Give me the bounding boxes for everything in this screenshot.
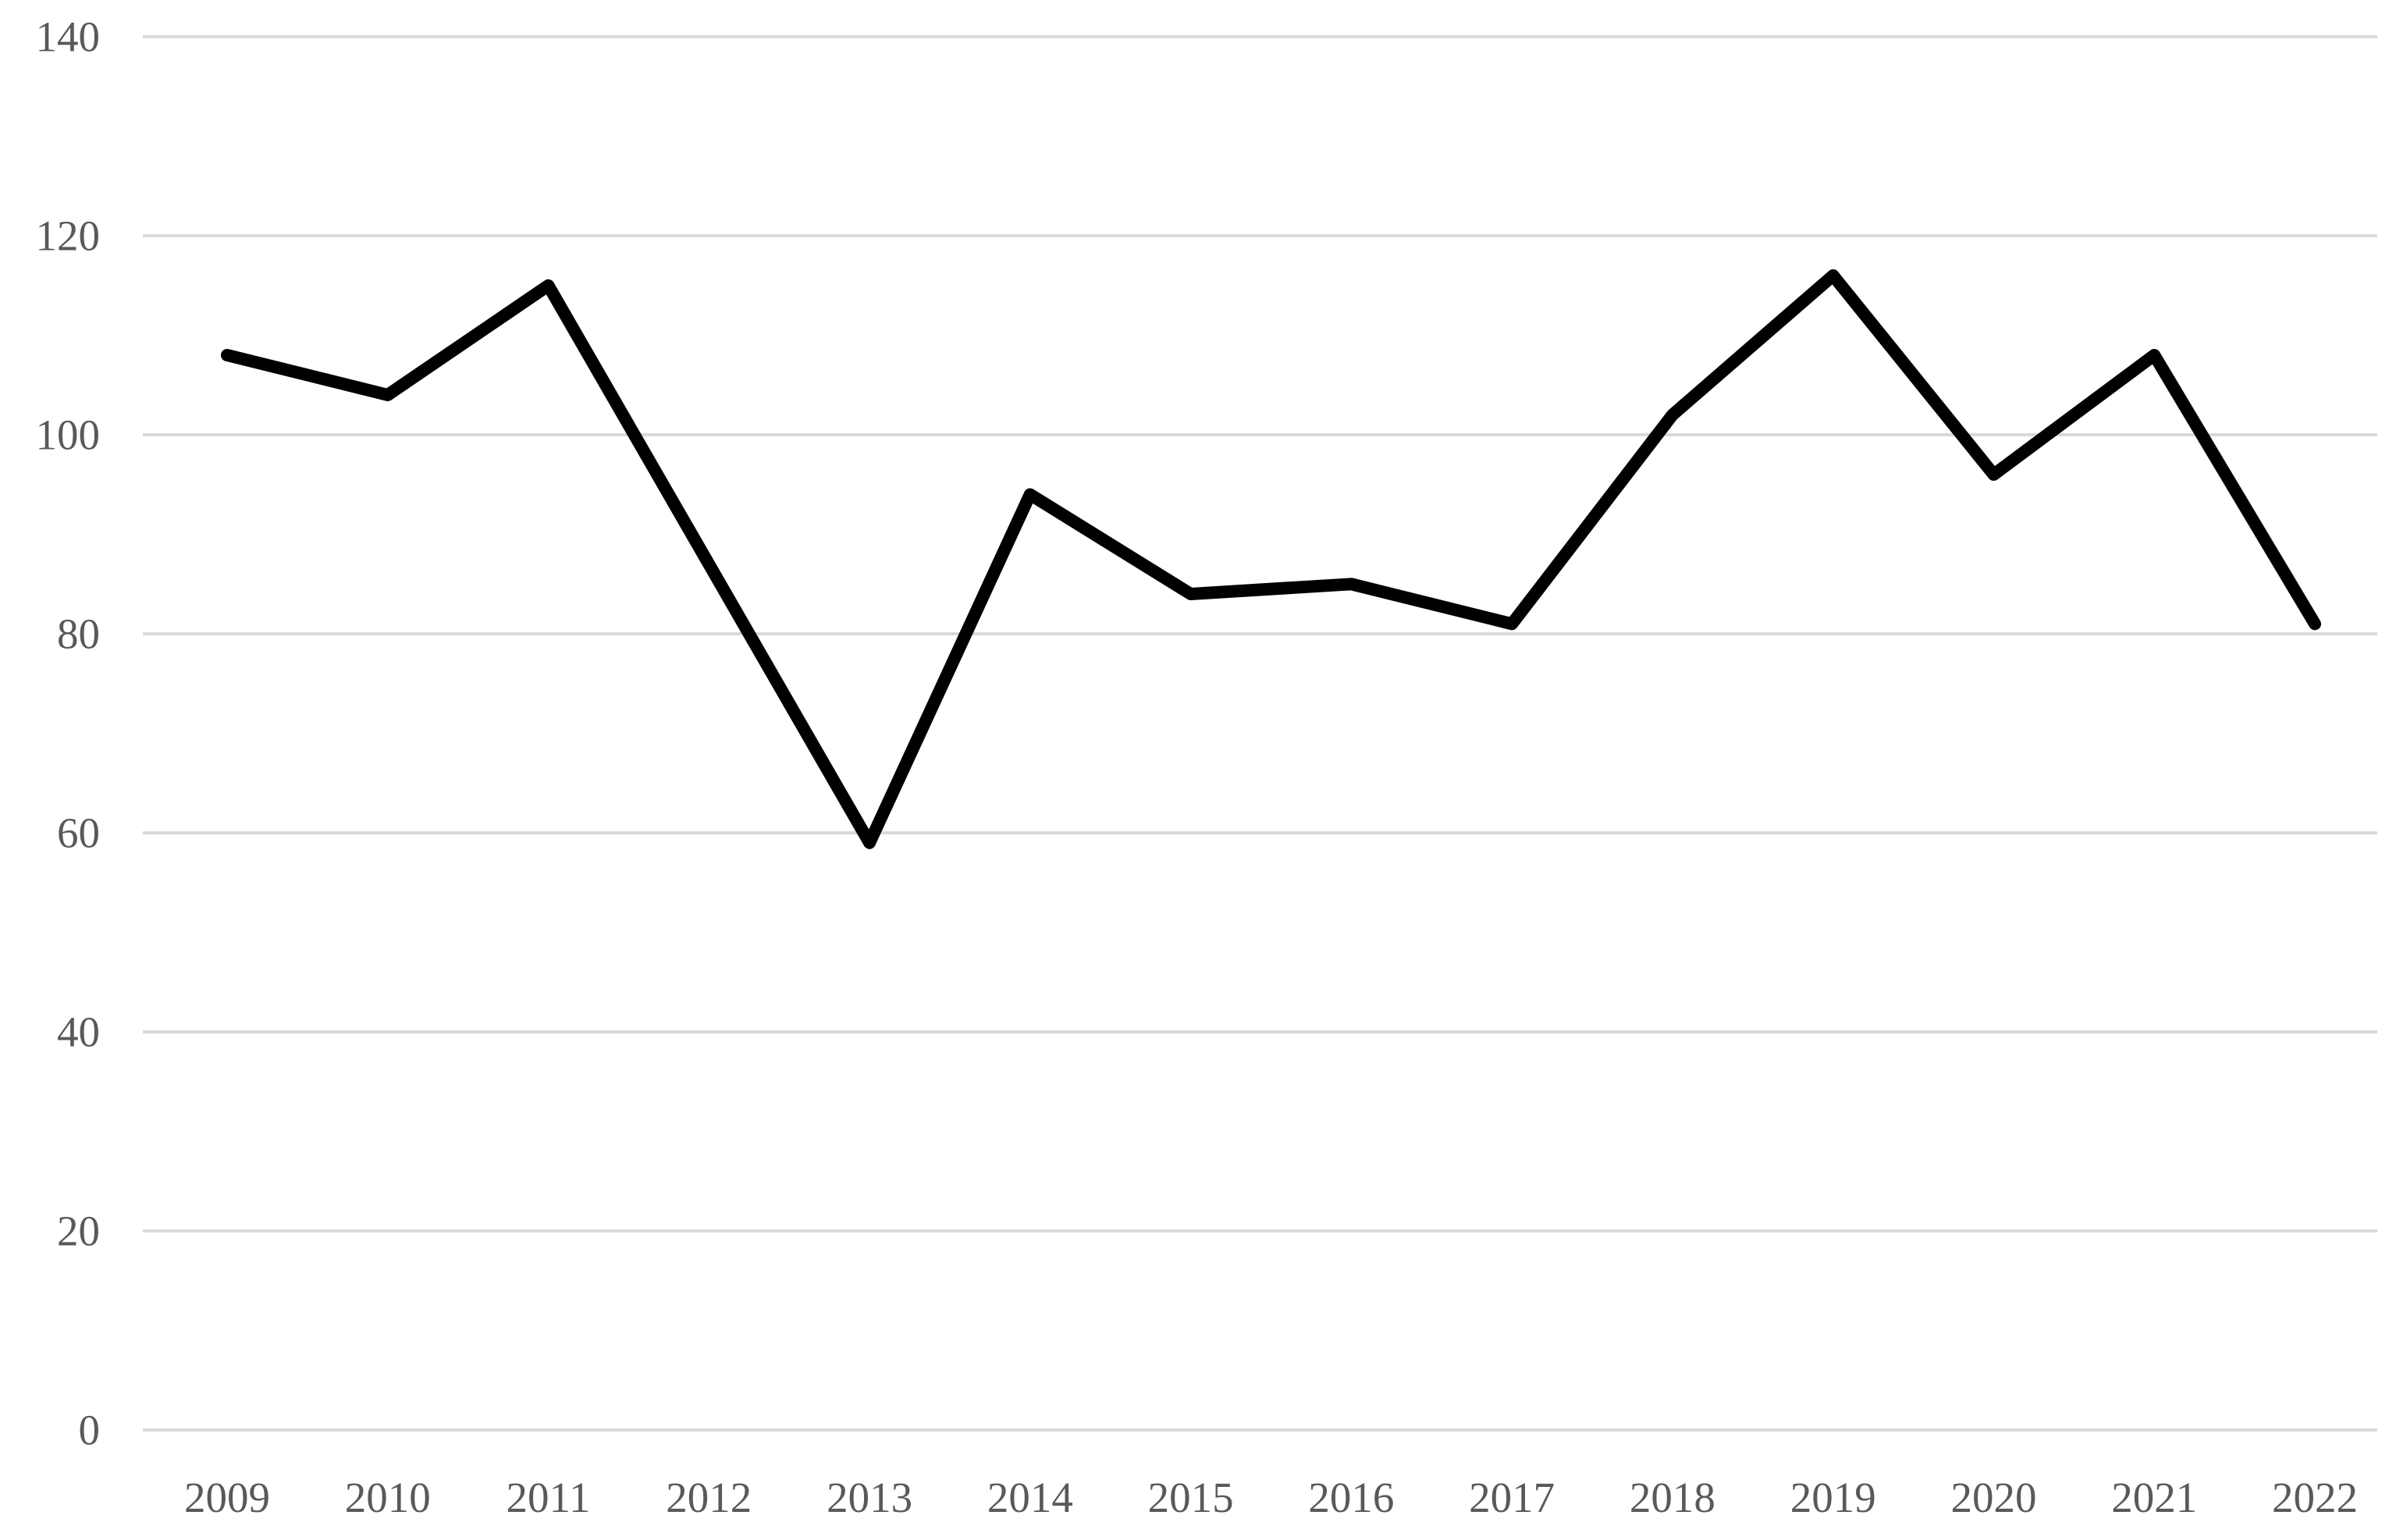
y-axis-tick-label: 40	[57, 1008, 100, 1056]
y-axis-tick-label: 0	[79, 1407, 101, 1454]
x-axis-tick-label: 2018	[1630, 1474, 1715, 1521]
x-axis-tick-label: 2019	[1790, 1474, 1876, 1521]
y-axis-tick-labels: 0 20 40 60 80 100 120 140	[36, 13, 101, 1454]
x-axis-tick-label: 2022	[2272, 1474, 2358, 1521]
x-axis-tick-label: 2016	[1308, 1474, 1394, 1521]
y-axis-tick-label: 80	[57, 610, 100, 658]
x-axis-tick-labels: 2009 2010 2011 2012 2013 2014 2015 2016 2017 2018…	[184, 1474, 2358, 1521]
x-axis-tick-label: 2012	[666, 1474, 752, 1521]
y-axis-tick-label: 120	[36, 212, 101, 260]
y-axis-tick-label: 140	[36, 13, 101, 61]
y-axis-tick-label: 20	[57, 1207, 100, 1255]
x-axis-tick-label: 2011	[507, 1474, 591, 1521]
x-axis-tick-label: 2021	[2111, 1474, 2197, 1521]
x-axis-tick-label: 2013	[827, 1474, 912, 1521]
y-axis-tick-label: 60	[57, 809, 100, 857]
x-axis-tick-label: 2010	[345, 1474, 431, 1521]
x-axis-tick-label: 2020	[1950, 1474, 2036, 1521]
gridlines	[143, 35, 2377, 1432]
x-axis-tick-label: 2009	[184, 1474, 270, 1521]
y-axis-tick-label: 100	[36, 411, 101, 459]
series-group	[221, 269, 2321, 849]
x-axis-tick-label: 2015	[1148, 1474, 1234, 1521]
series-line	[221, 269, 2321, 849]
x-axis-tick-label: 2017	[1469, 1474, 1555, 1521]
x-axis-tick-label: 2014	[987, 1474, 1073, 1521]
